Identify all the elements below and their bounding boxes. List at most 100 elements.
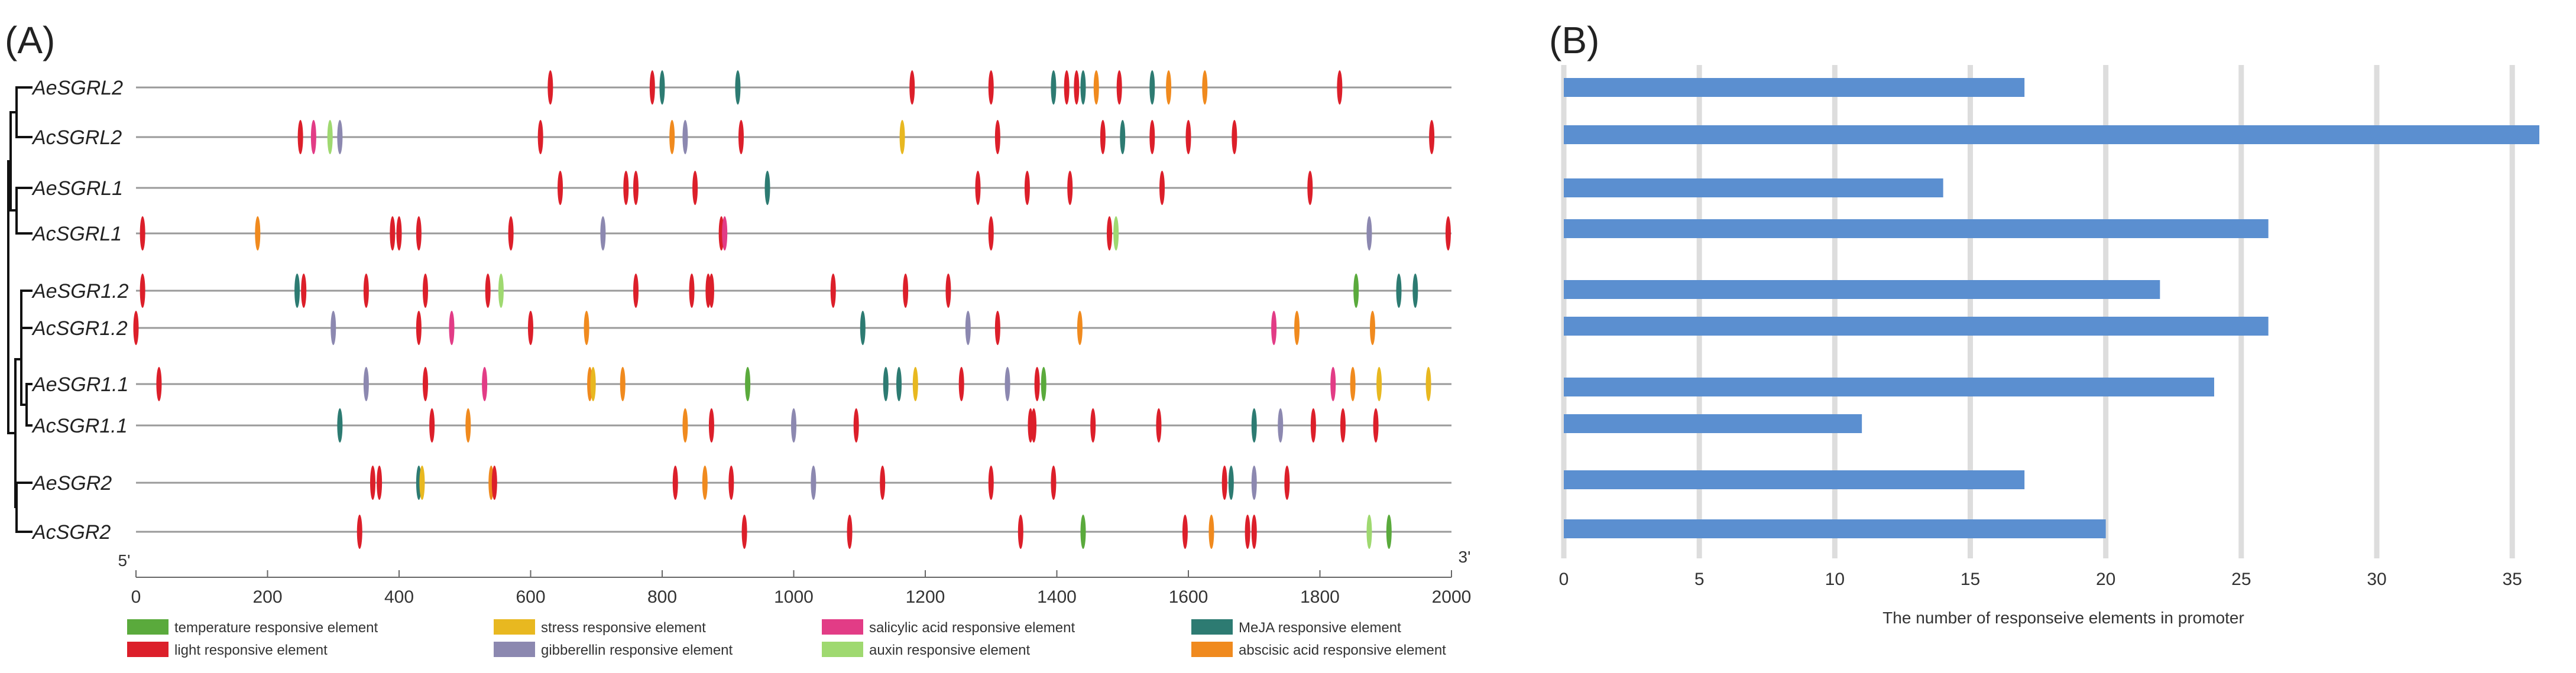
gene-label: AcSGRL2: [31, 126, 122, 149]
light-element-mark: [485, 274, 491, 308]
gene-row: AcSGRL2: [31, 120, 1451, 154]
x-tick-label: 1800: [1300, 587, 1340, 607]
legend-swatch: [1191, 642, 1233, 657]
light-element-mark: [728, 466, 734, 500]
stress-element-mark: [419, 466, 425, 500]
light-element-mark: [423, 274, 428, 308]
gibberellin-element-mark: [330, 311, 336, 345]
meja-element-mark: [1251, 408, 1257, 443]
gibberellin-element-mark: [682, 120, 688, 154]
light-element-mark: [1031, 408, 1037, 443]
light-element-mark: [1182, 515, 1188, 549]
abscisic-element-mark: [1077, 311, 1083, 345]
light-element-mark: [1221, 466, 1227, 500]
gene-label: AcSGR1.1: [31, 415, 128, 437]
salicylic-element-mark: [449, 311, 455, 345]
x-tick-label: 1200: [906, 587, 945, 607]
light-element-mark: [363, 274, 369, 308]
legend-item-auxin: auxin responsive element: [822, 642, 1030, 658]
x-tick-label: 400: [384, 587, 414, 607]
light-element-mark: [708, 274, 714, 308]
x-tick-label: 30: [2367, 570, 2386, 589]
x-axis-title: The number of responseive elements in pr…: [1882, 609, 2244, 627]
stress-element-mark: [899, 120, 905, 154]
end-3prime-label: 3': [1459, 548, 1471, 566]
legend-item-meja: MeJA responsive element: [1191, 619, 1401, 636]
auxin-element-mark: [498, 274, 504, 308]
light-element-mark: [1156, 408, 1162, 443]
light-element-mark: [1373, 408, 1379, 443]
temperature-element-mark: [1386, 515, 1392, 549]
bar: [1564, 519, 2106, 538]
x-tick-label: 0: [131, 587, 141, 607]
legend-swatch: [494, 642, 535, 657]
light-element-mark: [1051, 466, 1057, 500]
auxin-element-mark: [1366, 515, 1372, 549]
gene-row: AeSGRL2: [31, 70, 1451, 105]
legend-item-stress: stress responsive element: [494, 619, 706, 636]
legend-label: gibberellin responsive element: [541, 642, 733, 658]
light-element-mark: [1074, 70, 1080, 105]
light-element-mark: [738, 120, 744, 154]
light-element-mark: [988, 70, 994, 105]
legend-label: abscisic acid responsive element: [1239, 642, 1446, 658]
abscisic-element-mark: [669, 120, 675, 154]
light-element-mark: [988, 466, 994, 500]
meja-element-mark: [883, 367, 889, 401]
legend-item-gibberellin: gibberellin responsive element: [494, 642, 733, 658]
stress-element-mark: [590, 367, 596, 401]
x-tick-label: 25: [2231, 570, 2251, 589]
legend-swatch: [127, 642, 169, 657]
stress-element-mark: [1425, 367, 1431, 401]
x-tick-label: 5: [1694, 570, 1705, 589]
light-element-mark: [633, 274, 639, 308]
gene-label: AcSGRL1: [31, 223, 122, 245]
stress-element-mark: [912, 367, 918, 401]
light-element-mark: [1284, 466, 1290, 500]
salicylic-element-mark: [1271, 311, 1277, 345]
salicylic-element-mark: [310, 120, 316, 154]
light-element-mark: [537, 120, 543, 154]
light-element-mark: [370, 466, 375, 500]
light-element-mark: [672, 466, 678, 500]
salicylic-element-mark: [482, 367, 488, 401]
abscisic-element-mark: [1370, 311, 1375, 345]
light-element-mark: [847, 515, 853, 549]
abscisic-element-mark: [255, 216, 261, 251]
meja-element-mark: [1412, 274, 1418, 308]
legend-item-temperature: temperature responsive element: [127, 619, 378, 636]
x-tick-label: 0: [1559, 570, 1569, 589]
gibberellin-element-mark: [965, 311, 971, 345]
light-element-mark: [903, 274, 909, 308]
light-element-mark: [909, 70, 915, 105]
legend-swatch: [1191, 619, 1233, 635]
bar: [1564, 125, 2539, 144]
light-element-mark: [633, 171, 639, 205]
x-tick-label: 1600: [1169, 587, 1208, 607]
abscisic-element-mark: [620, 367, 626, 401]
light-element-mark: [975, 171, 981, 205]
legend-label: stress responsive element: [541, 620, 706, 636]
panel-a-label: (A): [5, 19, 55, 61]
light-element-mark: [357, 515, 362, 549]
abscisic-element-mark: [1350, 367, 1356, 401]
gibberellin-element-mark: [791, 408, 796, 443]
light-element-mark: [1307, 171, 1313, 205]
light-element-mark: [301, 274, 307, 308]
gene-label: AeSGR2: [31, 472, 112, 495]
temperature-element-mark: [1353, 274, 1359, 308]
gene-row: AeSGR2: [31, 466, 1451, 500]
meja-element-mark: [1149, 70, 1155, 105]
legend-item-abscisic: abscisic acid responsive element: [1191, 642, 1446, 658]
gibberellin-element-mark: [1278, 408, 1284, 443]
legend-swatch: [822, 619, 863, 635]
light-element-mark: [429, 408, 435, 443]
light-element-mark: [945, 274, 951, 308]
light-element-mark: [491, 466, 497, 500]
light-element-mark: [994, 120, 1000, 154]
light-element-mark: [623, 171, 629, 205]
bar: [1564, 78, 2025, 97]
light-element-mark: [1034, 367, 1040, 401]
x-tick-label: 20: [2096, 570, 2115, 589]
gibberellin-element-mark: [811, 466, 816, 500]
